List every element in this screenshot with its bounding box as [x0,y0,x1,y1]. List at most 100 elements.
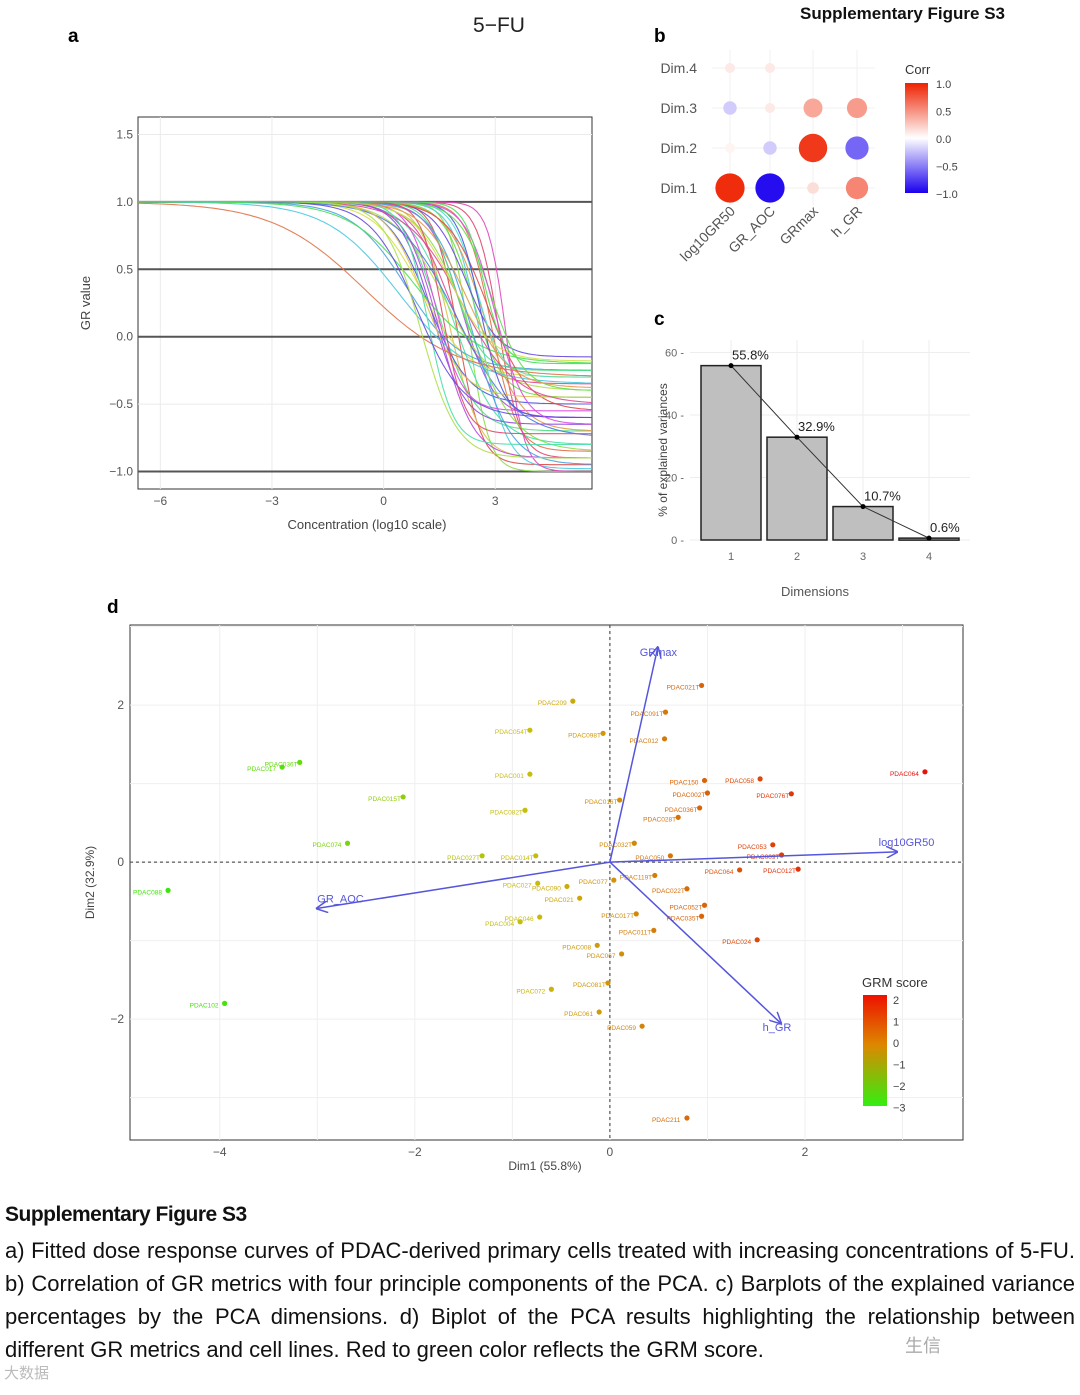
chart-d-point-label: PDAC067 [587,953,616,960]
chart-c-bar [700,364,762,541]
chart-b-row-label: Dim.3 [660,100,697,116]
chart-d-loading-arrow [317,861,611,908]
chart-d-point [535,880,541,886]
chart-c-data-label: 55.8% [732,348,769,363]
chart-d-plot-area [129,624,964,1141]
chart-d-point [619,951,625,957]
chart-d-point [596,1009,602,1015]
chart-d-point [737,867,743,873]
chart-a-ytick-label: 1.0 [116,195,133,209]
chart-d-point [617,797,623,803]
chart-d-xtick-label: 2 [802,1145,809,1159]
chart-d-point-label: PDAC036T [665,807,698,814]
chart-d-point [684,886,690,892]
chart-d-point-label: PDAC076T [756,793,789,800]
chart-d-point-label: PDAC119T [620,874,652,881]
chart-d-point-label: PDAC211 [652,1117,681,1124]
chart-a-ytick-label: 1.5 [116,128,133,142]
chart-a-xtick-label: 3 [492,494,499,508]
chart-d-point-label: PDAC074 [313,842,342,849]
chart-d-point-label: PDAC008 [562,944,591,951]
chart-d-point-label: PDAC081T [573,982,606,989]
chart-b-corr-circle [763,141,777,155]
chart-d-point-label: PDAC058 [725,778,754,785]
chart-d-point [611,877,617,883]
chart-d-point-label: PDAC021T [667,684,700,691]
chart-a-title: 5−FU [473,14,525,37]
chart-b-corr-circle [725,63,735,73]
chart-d-point [704,790,711,796]
chart-d-point-label: PDAC016T [585,799,618,806]
chart-b-corr-circle [715,173,745,203]
chart-d-legend-tick: −2 [893,1081,906,1093]
chart-d-arrow-label: GR_AOC [317,893,364,905]
chart-d-point [778,852,785,858]
chart-a-curve [138,201,592,365]
chart-c-ylabel: % of explained variances [656,383,670,516]
chart-d-point-label: PDAC064 [890,771,919,778]
chart-d-point [605,980,611,986]
chart-d-point-label: PDAC014T [501,855,534,862]
chart-d-point-label: PDAC064 [705,869,734,876]
chart-d-point-label: PDAC002T [672,792,705,799]
chart-d-point-label: PDAC001 [495,773,524,780]
panel-label-d: d [107,597,119,618]
chart-c-bar [766,436,828,541]
chart-d-point-label: PDAC088 [133,889,162,896]
chart-d-ytick-label: 2 [117,698,124,712]
chart-d-point [564,883,570,890]
chart-d-point [754,937,760,943]
chart-d-point-label: PDAC012 [630,738,659,745]
chart-b-corr-circle [765,63,775,73]
chart-b-row-label: Dim.1 [660,180,697,196]
chart-d-point-label: PDAC004 [485,921,514,928]
chart-d-point [527,727,533,733]
chart-d-point-label: PDAC011T [619,929,651,936]
chart-d-point [533,853,539,859]
chart-b-corr-circle [765,103,775,113]
chart-d-point-label: PDAC015T [368,796,401,803]
chart-b-corr-circle [723,101,737,115]
chart-d-legend-tick: −3 [893,1103,906,1115]
chart-d-point-label: PDAC082T [490,809,523,816]
panel-label-a: a [68,26,79,47]
chart-d-colorbar [863,995,887,1106]
chart-d-point [788,791,794,797]
chart-d-point-label: PDAC024 [722,939,751,946]
caption-title: Supplementary Figure S3 [5,1203,247,1226]
chart-c-ytick-label: 0 - [671,535,684,547]
chart-d-xtick-label: 0 [607,1145,614,1159]
chart-c-xtick-label: 3 [860,551,866,563]
chart-a-ytick-label: 0.5 [116,262,133,276]
chart-c-trend-line [730,365,930,539]
watermark-left: 大数据 [4,1365,50,1382]
chart-d-point [522,807,528,813]
chart-a-plot-area [137,116,593,490]
chart-d-point [279,764,285,770]
chart-d-point-label: PDAC012T [763,868,796,875]
chart-d-point-label: PDAC054T [495,729,528,736]
chart-b-row-label: Dim.2 [660,140,697,156]
chart-d-point-label: PDAC053 [738,844,767,851]
figure-canvas: Supplementary Figure S3 a b c d 5−FU −6 −3 0 3 1.5… [68,4,1005,1173]
chart-d-point [922,769,928,775]
chart-d-point-label: PDAC102 [190,1002,219,1009]
chart-d-loading-arrow [609,861,781,1023]
figure-title: Supplementary Figure S3 [800,4,1005,23]
chart-c-point [794,434,800,440]
chart-d-point [165,887,171,893]
chart-d-xtick-label: −4 [213,1145,227,1159]
chart-d-point [757,776,763,782]
chart-d-point [795,866,801,872]
chart-d-point-label: PDAC098T [568,732,601,739]
chart-d-ylabel: Dim2 (32.9%) [83,846,97,919]
chart-d-loading-arrow [609,648,658,863]
chart-d-ytick-label: −2 [110,1012,124,1026]
chart-b-corr-circle [807,182,819,194]
chart-d-point-label: PDAC022T [652,888,685,895]
chart-b-legend-tick: −1.0 [936,189,958,201]
chart-a-ylabel: GR value [78,276,93,330]
chart-a-curve [137,201,592,384]
chart-c-xtick-label: 2 [794,551,800,563]
chart-d-point-label: PDAC061 [564,1011,593,1018]
